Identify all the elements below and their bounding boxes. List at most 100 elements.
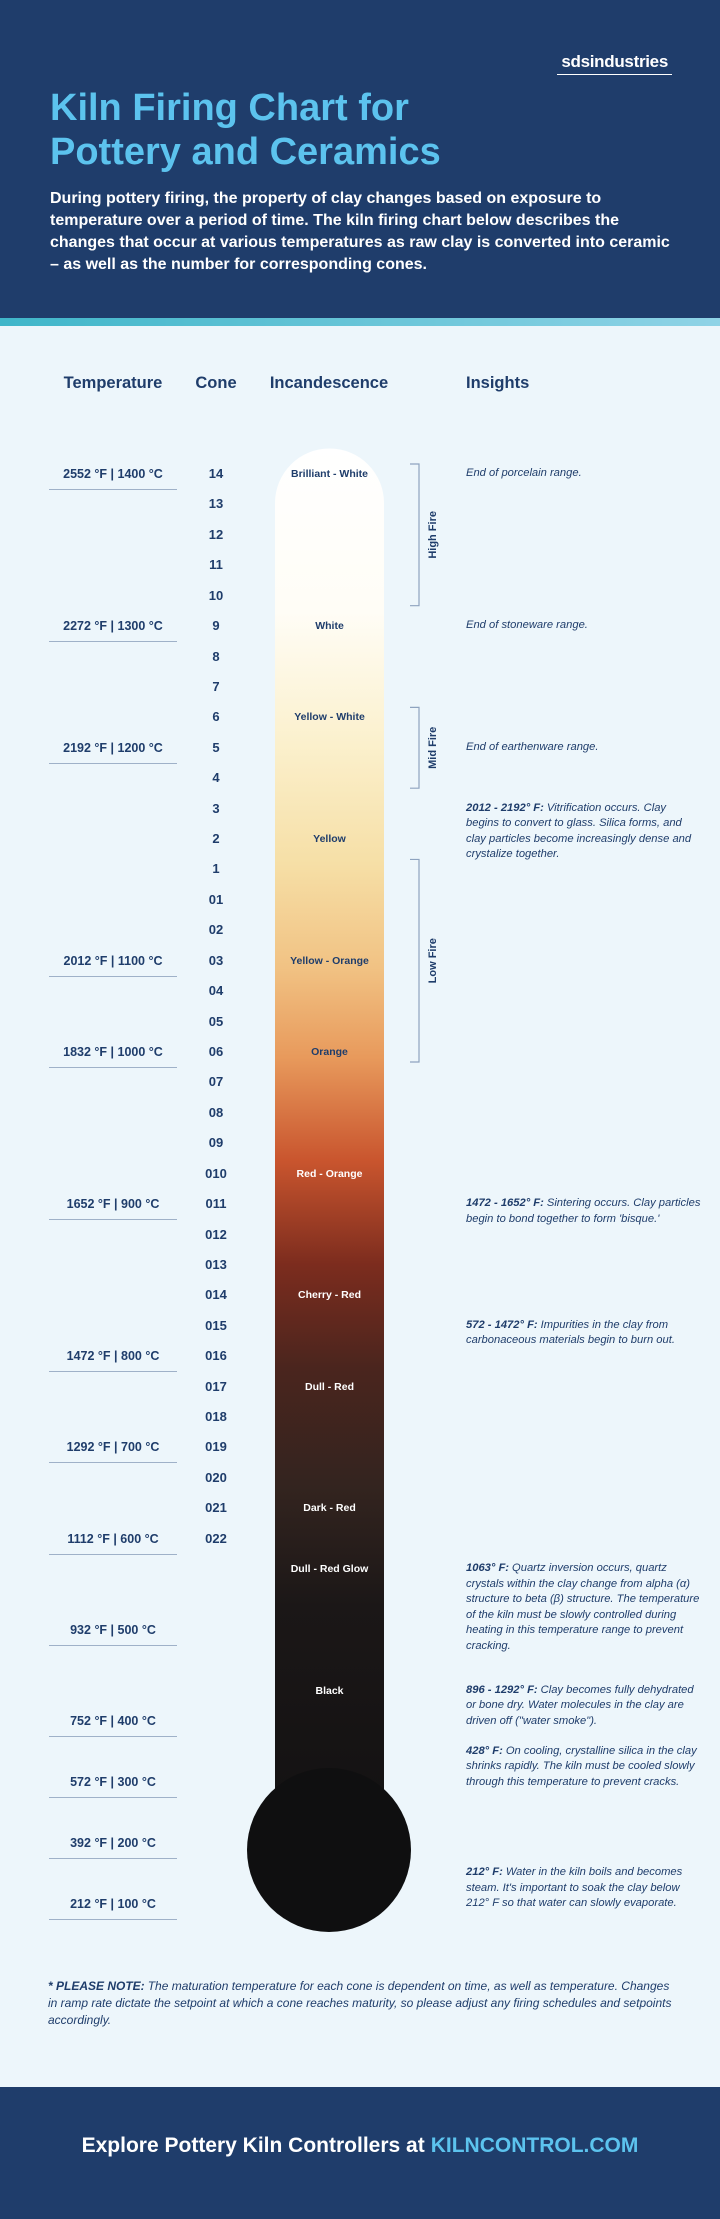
incandescence: White xyxy=(315,620,344,633)
cone: 12 xyxy=(208,526,224,542)
temperature: 2552 °F | 1400 °C xyxy=(63,467,163,481)
insight: 2012 - 2192° F: Vitrification occurs. Cla… xyxy=(466,801,702,863)
footer-text: Explore Pottery Kiln Controllers at KILNC… xyxy=(0,2134,720,2158)
cone: 015 xyxy=(205,1317,227,1333)
cone: 8 xyxy=(212,648,220,664)
insight: 572 - 1472° F: Impurities in the clay fro… xyxy=(466,1318,702,1349)
footer-label: Explore Pottery Kiln Controllers at xyxy=(81,2134,425,2157)
header xyxy=(0,0,720,318)
cone: 04 xyxy=(208,983,224,999)
cone: 021 xyxy=(205,1500,227,1516)
temperature: 932 °F | 500 °C xyxy=(70,1622,156,1637)
cone: 010 xyxy=(205,1165,227,1181)
note-lead: * PLEASE NOTE: xyxy=(48,1979,145,1993)
range-bracket xyxy=(410,706,420,789)
incandescence: Yellow xyxy=(313,833,346,846)
temperature-rule xyxy=(49,1644,177,1646)
footer xyxy=(0,2087,720,2219)
brand: sdsindustries xyxy=(557,52,672,75)
range-label: Mid Fire xyxy=(427,727,439,769)
cone: 016 xyxy=(205,1348,227,1364)
range-bracket xyxy=(410,858,420,1063)
cone: 5 xyxy=(212,739,220,755)
insight-lead: 428° F: xyxy=(466,1744,503,1757)
temperature-rule xyxy=(49,1553,177,1555)
cone: 4 xyxy=(212,770,220,786)
temperature: 1292 °F | 700 °C xyxy=(66,1440,160,1455)
cone: 2 xyxy=(212,831,220,847)
incandescence: Red - Orange xyxy=(296,1167,363,1180)
cone: 3 xyxy=(212,800,220,816)
cone: 10 xyxy=(208,587,224,603)
cone: 02 xyxy=(208,922,224,938)
range-bracket xyxy=(410,463,420,607)
temperature: 1652 °F | 900 °C xyxy=(66,1197,160,1212)
temperature-rule xyxy=(49,1219,177,1221)
cone: 13 xyxy=(208,496,224,512)
temperature: 572 °F | 300 °C xyxy=(70,1775,156,1790)
temperature-rule xyxy=(49,1857,177,1859)
insight: End of porcelain range. xyxy=(466,466,702,482)
temperature-rule xyxy=(49,489,177,490)
temperature-rule xyxy=(49,1797,177,1799)
temperature-rule xyxy=(49,1462,177,1464)
insight-text: Impurities in the clay from carbonaceous… xyxy=(466,1318,675,1347)
temperature: 752 °F | 400 °C xyxy=(70,1714,156,1729)
column-header: Incandescence xyxy=(269,374,389,392)
cone: 08 xyxy=(208,1104,224,1120)
insight-lead: 572 - 1472° F: xyxy=(466,1318,538,1331)
cone: 14 xyxy=(208,466,224,481)
cone: 03 xyxy=(208,952,224,968)
cone: 01 xyxy=(208,891,224,907)
insight: 1472 - 1652° F: Sintering occurs. Clay pa… xyxy=(466,1196,702,1227)
cone: 11 xyxy=(209,557,223,573)
footer-link[interactable]: KILNCONTROL.COM xyxy=(430,2134,639,2157)
insight-text: Vitrification occurs. Clay begins to con… xyxy=(466,801,692,861)
cone: 07 xyxy=(208,1074,224,1090)
insight: 212° F: Water in the kiln boils and becom… xyxy=(466,1865,702,1912)
column-header: Temperature xyxy=(63,374,163,392)
insight: 896 - 1292° F: Clay becomes fully dehydra… xyxy=(466,1683,702,1730)
incandescence: Dull - Red xyxy=(305,1380,354,1393)
cone: 019 xyxy=(205,1439,227,1455)
cone: 6 xyxy=(212,709,220,725)
range-label: Low Fire xyxy=(427,938,439,983)
incandescence: Black xyxy=(315,1684,344,1697)
temperature-rule xyxy=(49,1918,177,1920)
cone: 018 xyxy=(205,1409,227,1425)
temperature-rule xyxy=(49,1066,177,1068)
insight-text: End of porcelain range. xyxy=(466,467,582,479)
insight-text: Clay becomes fully dehydrated or bone dr… xyxy=(466,1683,694,1727)
cone: 06 xyxy=(208,1043,224,1059)
insight-text: End of stoneware range. xyxy=(466,619,588,632)
title: Kiln Firing Chart for xyxy=(50,87,409,129)
incandescence: Orange xyxy=(311,1045,348,1058)
incandescence: Brilliant - White xyxy=(291,468,368,480)
insight-lead: 1063° F: xyxy=(466,1562,510,1575)
temperature-rule xyxy=(49,1371,177,1373)
cone: 017 xyxy=(205,1378,227,1394)
insight-text: Quartz inversion occurs, quartz crystals… xyxy=(466,1562,700,1652)
incandescence: Dull - Red Glow xyxy=(290,1563,369,1576)
column-header: Insights xyxy=(466,374,530,392)
cone: 7 xyxy=(212,678,220,694)
note: * PLEASE NOTE: The maturation temperature… xyxy=(48,1978,678,2029)
temperature: 2012 °F | 1100 °C xyxy=(63,953,163,968)
insight: End of earthenware range. xyxy=(466,740,702,756)
insight-lead: 212° F: xyxy=(466,1866,503,1879)
temperature: 2272 °F | 1300 °C xyxy=(63,619,163,634)
incandescence: Yellow - White xyxy=(294,711,365,724)
insight: End of stoneware range. xyxy=(466,618,702,634)
cone: 09 xyxy=(208,1135,224,1151)
cone: 012 xyxy=(205,1226,227,1242)
note-text: The maturation temperature for each cone… xyxy=(48,1979,672,2027)
thermometer-bulb xyxy=(247,1768,411,1932)
temperature-rule xyxy=(49,641,177,643)
incandescence: Yellow - Orange xyxy=(290,954,369,967)
temperature: 2192 °F | 1200 °C xyxy=(63,740,163,755)
insight-lead: 2012 - 2192° F: xyxy=(466,801,544,814)
insight-text: End of earthenware range. xyxy=(466,740,599,753)
temperature-rule xyxy=(49,1736,177,1738)
